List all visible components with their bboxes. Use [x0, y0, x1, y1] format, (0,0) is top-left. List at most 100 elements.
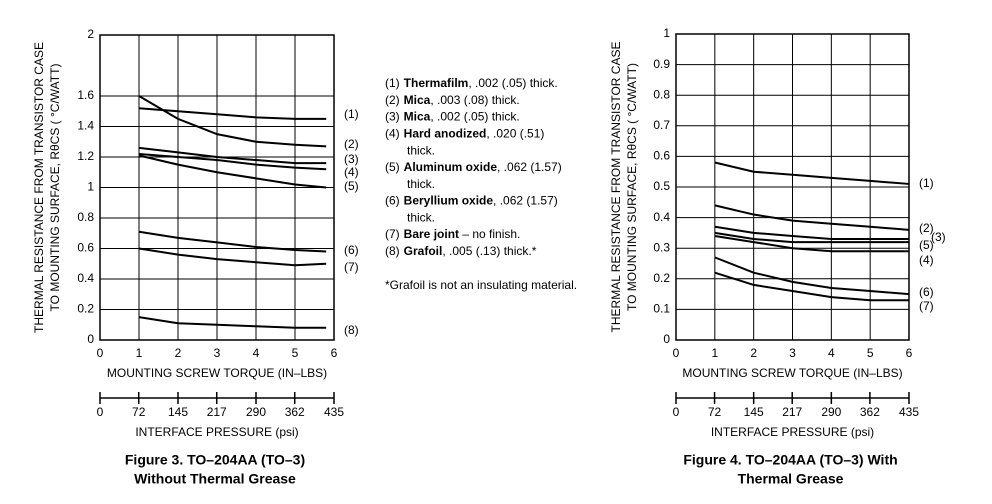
x-tick-label: 3 — [789, 346, 796, 360]
curve-label: (1) — [344, 107, 359, 121]
legend-detail: , .002 (.05) thick. — [430, 110, 519, 124]
y-tick-label: 0.2 — [77, 302, 94, 316]
legend-number: (3) — [385, 110, 400, 124]
y-tick-label: 1 — [87, 180, 94, 194]
curve-label: (6) — [919, 285, 934, 299]
curve-label: (7) — [344, 260, 359, 274]
legend-number: (4) — [385, 127, 400, 141]
curve-label: (7) — [919, 299, 934, 313]
x-tick-label: 6 — [906, 346, 913, 360]
legend-detail: , .062 (1.57) — [497, 160, 562, 174]
legend-entry: (6) Beryllium oxide, .062 (1.57) — [385, 194, 558, 208]
y-axis-label: THERMAL RESISTANCE FROM TRANSISTOR CASE — [32, 42, 46, 333]
y-tick-label: 0.4 — [77, 271, 94, 285]
legend-detail: , .002 (.05) thick. — [468, 76, 557, 90]
legend-entry: (7) Bare joint – no finish. — [385, 227, 520, 241]
x2-tick-label: 72 — [132, 405, 146, 419]
y-tick-label: 0.9 — [653, 57, 670, 71]
y-tick-label: 0.2 — [653, 271, 670, 285]
y-tick-label: 1.2 — [77, 149, 94, 163]
curve-label: (6) — [344, 243, 359, 257]
legend-number: (1) — [385, 76, 400, 90]
legend-detail: , .003 (.08) thick. — [430, 93, 519, 107]
y-tick-label: 0.1 — [653, 302, 670, 316]
y-tick-label: 0.8 — [77, 210, 94, 224]
x2-tick-label: 72 — [708, 405, 722, 419]
y-tick-label: 0.8 — [653, 87, 670, 101]
x-tick-label: 1 — [711, 346, 718, 360]
curve — [714, 271, 909, 302]
legend-material: Aluminum oxide — [404, 160, 498, 174]
curve — [714, 225, 909, 241]
x2-tick-label: 217 — [782, 405, 802, 419]
legend-entry: (3) Mica, .002 (.05) thick. — [385, 110, 520, 124]
x-axis-label: MOUNTING SCREW TORQUE (IN–LBS) — [107, 366, 327, 380]
legend-continuation: thick. — [407, 143, 435, 157]
legend-entry: (1) Thermafilm, .002 (.05) thick. — [385, 76, 558, 90]
x2-tick-label: 290 — [246, 405, 266, 419]
y-tick-label: 1.6 — [77, 88, 94, 102]
legend-material: Grafoil — [404, 244, 443, 258]
y-axis-label: THERMAL RESISTANCE FROM TRANSISTOR CASE — [609, 42, 623, 333]
y-tick-label: 0.6 — [653, 149, 670, 163]
x-tick-label: 4 — [828, 346, 835, 360]
y-tick-label: 0.5 — [653, 179, 670, 193]
curve — [714, 234, 909, 253]
footnote: *Grafoil is not an insulating material. — [385, 278, 577, 292]
curve — [138, 95, 327, 148]
curve — [138, 154, 327, 189]
figure-caption: Figure 4. TO–204AA (TO–3) With — [683, 452, 897, 468]
y-tick-label: 1 — [663, 26, 670, 40]
curve — [714, 204, 910, 231]
y-tick-label: 2 — [87, 27, 94, 41]
curve-label: (4) — [344, 165, 359, 179]
legend-number: (8) — [385, 244, 400, 258]
legend-entry: (4) Hard anodized, .020 (.51) — [385, 127, 544, 141]
x-axis-label: MOUNTING SCREW TORQUE (IN–LBS) — [682, 366, 902, 380]
y-axis-label: TO MOUNTING SURFACE, RθCS ( °C/WATT) — [625, 63, 639, 311]
legend-number: (7) — [385, 227, 400, 241]
x2-axis-label: INTERFACE PRESSURE (psi) — [711, 425, 874, 439]
x2-tick-label: 362 — [860, 405, 880, 419]
x-tick-label: 3 — [214, 346, 221, 360]
curve — [138, 152, 327, 171]
curve-label: (4) — [919, 253, 934, 267]
y-tick-label: 1.4 — [77, 119, 94, 133]
figure-caption: Without Thermal Grease — [134, 471, 296, 487]
curve — [138, 247, 327, 267]
x2-tick-label: 217 — [207, 405, 227, 419]
curve-label: (8) — [344, 323, 359, 337]
x2-tick-label: 145 — [744, 405, 764, 419]
y-tick-label: 0 — [87, 332, 94, 346]
x-tick-label: 0 — [673, 346, 680, 360]
x2-tick-label: 0 — [673, 405, 680, 419]
curve — [138, 146, 327, 165]
figure-caption: Figure 3. TO–204AA (TO–3) — [125, 452, 305, 468]
legend-material: Mica — [404, 110, 431, 124]
x-tick-label: 5 — [867, 346, 874, 360]
legend-detail: , .062 (1.57) — [493, 194, 558, 208]
x-tick-label: 1 — [136, 346, 143, 360]
y-tick-label: 0.3 — [653, 240, 670, 254]
curve-label: (2) — [919, 221, 934, 235]
x2-tick-label: 435 — [899, 405, 919, 419]
legend-detail: , .020 (.51) — [486, 127, 544, 141]
curve — [714, 256, 910, 296]
legend-material: Mica — [404, 93, 431, 107]
x-tick-label: 2 — [750, 346, 757, 360]
y-axis-label: TO MOUNTING SURFACE, RθCS ( °C/WATT) — [48, 64, 62, 312]
legend-continuation: thick. — [407, 177, 435, 191]
legend-continuation: thick. — [407, 211, 435, 225]
legend-detail: , .005 (.13) thick.* — [442, 244, 536, 258]
legend-material: Bare joint — [404, 227, 459, 241]
legend-material: Beryllium oxide — [404, 194, 494, 208]
x2-tick-label: 362 — [285, 405, 305, 419]
legend-material: Hard anodized — [404, 127, 487, 141]
legend-material: Thermafilm — [404, 76, 469, 90]
x-tick-label: 2 — [175, 346, 182, 360]
y-tick-label: 0.4 — [653, 210, 670, 224]
x2-axis-label: INTERFACE PRESSURE (psi) — [135, 425, 298, 439]
x2-tick-label: 145 — [168, 405, 188, 419]
